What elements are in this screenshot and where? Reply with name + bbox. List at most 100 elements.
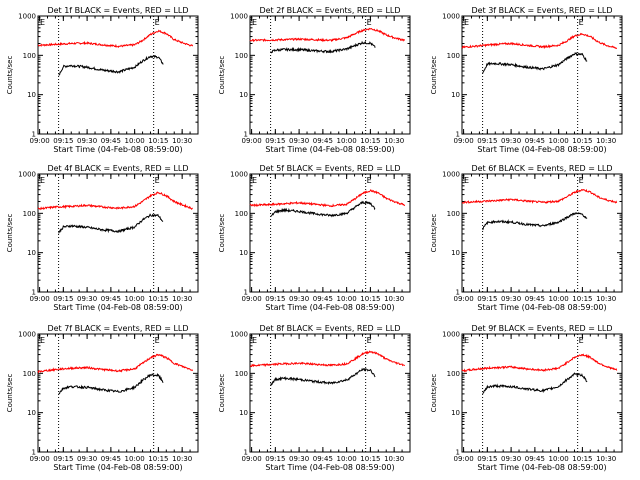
x-tick-label: 09:00 — [29, 295, 49, 303]
x-tick-label: 09:15 — [53, 295, 73, 303]
x-tick-label: 10:30 — [596, 137, 616, 145]
lld-series-line — [249, 189, 406, 208]
x-tick-label: 09:15 — [53, 137, 73, 145]
y-tick-label: 1000 — [230, 13, 248, 21]
events-series-line — [270, 40, 376, 54]
panel-5: Det 5f BLACK = Events, RED = LLD 1 10 100 10… — [218, 164, 411, 312]
plot-frame — [37, 15, 199, 135]
y-tick-label: 10 — [451, 409, 460, 417]
events-series-line — [58, 372, 164, 395]
x-tick-label: 10:15 — [148, 295, 168, 303]
panel-title: Det 2f BLACK = Events, RED = LLD — [259, 6, 400, 15]
y-tick-label: 1 — [32, 449, 36, 457]
events-series-line — [270, 367, 376, 386]
y-tick-label: 10 — [27, 249, 36, 257]
x-tick-label: 10:00 — [549, 455, 569, 463]
x-tick-label: 10:00 — [337, 295, 357, 303]
x-tick-label: 09:00 — [453, 295, 473, 303]
x-axis-label: Start Time (04-Feb-08 08:59:00) — [477, 303, 606, 312]
y-tick-label: 100 — [447, 370, 460, 378]
flag-label: E — [367, 176, 372, 185]
y-tick-label: 1 — [244, 289, 248, 297]
y-tick-label: 1 — [456, 289, 460, 297]
x-tick-label: 10:00 — [337, 137, 357, 145]
x-axis-label: Start Time (04-Feb-08 08:59:00) — [477, 463, 606, 472]
y-tick-label: 1000 — [442, 171, 460, 179]
y-tick-label: 10 — [451, 249, 460, 257]
y-axis-label: Counts/sec — [430, 374, 438, 413]
x-tick-label: 10:30 — [384, 295, 404, 303]
x-tick-label: 09:00 — [29, 455, 49, 463]
x-axis-label: Start Time (04-Feb-08 08:59:00) — [265, 303, 394, 312]
y-tick-label: 100 — [23, 52, 36, 60]
lld-series-line — [249, 350, 406, 368]
x-tick-label: 09:00 — [241, 137, 261, 145]
events-series-line — [270, 200, 376, 218]
lld-series-line — [249, 27, 406, 43]
x-tick-label: 09:45 — [313, 137, 333, 145]
x-tick-label: 09:30 — [501, 137, 521, 145]
y-tick-label: 1000 — [230, 331, 248, 339]
plot-frame — [249, 333, 411, 453]
x-tick-label: 09:15 — [477, 295, 497, 303]
x-tick-label: 09:15 — [265, 137, 285, 145]
plot-frame — [249, 15, 411, 135]
x-tick-label: 09:45 — [101, 137, 121, 145]
flag-label: E — [155, 18, 160, 27]
x-tick-label: 10:00 — [125, 295, 145, 303]
x-tick-label: 09:00 — [453, 455, 473, 463]
panel-title: Det 1f BLACK = Events, RED = LLD — [47, 6, 188, 15]
flag-label: E — [252, 176, 257, 185]
lld-series-line — [462, 188, 618, 204]
x-tick-label: 09:15 — [265, 455, 285, 463]
flag-label: E — [464, 176, 469, 185]
x-tick-label: 09:30 — [289, 137, 309, 145]
x-tick-label: 09:30 — [289, 455, 309, 463]
x-tick-label: 10:15 — [360, 295, 380, 303]
x-axis-label: Start Time (04-Feb-08 08:59:00) — [53, 145, 182, 154]
y-tick-label: 1000 — [442, 331, 460, 339]
flag-label: E — [579, 176, 584, 185]
x-tick-label: 09:45 — [525, 137, 545, 145]
x-axis-label: Start Time (04-Feb-08 08:59:00) — [477, 145, 606, 154]
lld-series-line — [37, 353, 194, 374]
y-axis-label: Counts/sec — [218, 214, 226, 253]
y-axis-label: Counts/sec — [6, 374, 14, 413]
y-tick-label: 10 — [451, 91, 460, 99]
x-tick-label: 10:30 — [172, 455, 192, 463]
flag-label: E — [155, 336, 160, 345]
y-tick-label: 1000 — [18, 171, 36, 179]
y-tick-label: 100 — [447, 52, 460, 60]
x-tick-label: 10:15 — [360, 455, 380, 463]
y-tick-label: 1 — [32, 289, 36, 297]
x-tick-label: 10:30 — [172, 137, 192, 145]
flag-label: E — [579, 18, 584, 27]
plot-frame — [461, 173, 623, 293]
y-tick-label: 1 — [32, 131, 36, 139]
x-tick-label: 10:30 — [172, 295, 192, 303]
y-tick-label: 1000 — [18, 331, 36, 339]
y-tick-label: 10 — [27, 91, 36, 99]
flag-label: E — [40, 176, 45, 185]
lld-series-line — [37, 29, 194, 49]
x-axis-label: Start Time (04-Feb-08 08:59:00) — [265, 463, 394, 472]
y-tick-label: 100 — [23, 370, 36, 378]
x-tick-label: 09:00 — [241, 455, 261, 463]
x-tick-label: 10:00 — [549, 137, 569, 145]
flag-label: E — [579, 336, 584, 345]
events-series-line — [482, 52, 588, 74]
x-tick-label: 09:45 — [101, 455, 121, 463]
x-tick-label: 09:30 — [501, 455, 521, 463]
x-tick-label: 09:00 — [453, 137, 473, 145]
plot-frame — [37, 173, 199, 293]
events-series-line — [58, 54, 164, 76]
y-tick-label: 10 — [239, 249, 248, 257]
x-tick-label: 10:00 — [125, 137, 145, 145]
panel-3: Det 3f BLACK = Events, RED = LLD 1 10 100 10… — [430, 6, 623, 154]
x-tick-label: 09:30 — [77, 455, 97, 463]
x-tick-label: 10:15 — [572, 455, 592, 463]
x-tick-label: 10:00 — [125, 455, 145, 463]
plot-frame — [249, 173, 411, 293]
panel-7: Det 7f BLACK = Events, RED = LLD 1 10 100 10… — [6, 324, 199, 472]
